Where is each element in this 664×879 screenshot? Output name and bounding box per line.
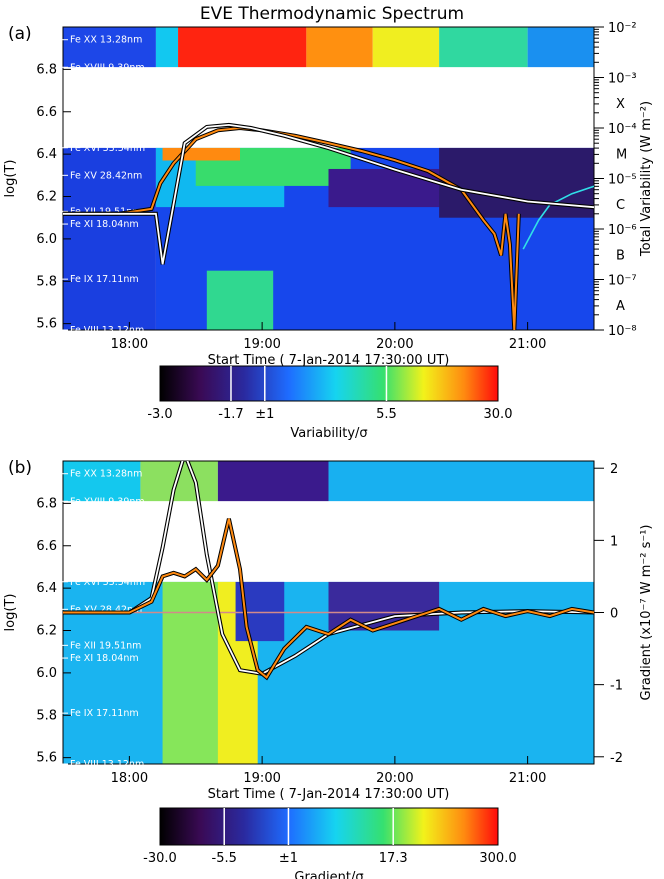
colorbar-tick-label: ±1 <box>279 851 298 866</box>
x-tick-label: 21:00 <box>509 771 546 786</box>
y-tick-label: 5.8 <box>36 708 57 723</box>
spectral-line-label: Fe XV 28.42nm <box>70 604 142 615</box>
spectral-line-label: Fe XVIII 9.39nm <box>70 62 145 73</box>
x-axis-label: Start Time ( 7-Jan-2014 17:30:00 UT) <box>208 353 450 368</box>
heatmap-cell <box>306 27 373 68</box>
goes-class-label: A <box>616 299 625 314</box>
heatmap-gap <box>63 67 594 148</box>
figure-title: EVE Thermodynamic Spectrum <box>200 4 464 24</box>
series-line <box>63 518 594 679</box>
right-axis-label: Total Variability (W m⁻²) <box>639 101 654 257</box>
heatmap-cell <box>63 147 156 330</box>
heatmap-cell <box>63 461 141 502</box>
colorbar-tick-label: -30.0 <box>143 851 177 866</box>
right-tick-label: -2 <box>610 751 623 766</box>
y-tick-label: 5.6 <box>36 751 57 766</box>
right-tick-label: 10⁻⁷ <box>608 274 637 289</box>
colorbar-label: Gradient/σ <box>294 870 363 879</box>
x-tick-label: 21:00 <box>509 337 546 352</box>
colorbar-tick-label: 17.3 <box>379 851 408 866</box>
x-tick-label: 18:00 <box>111 771 148 786</box>
y-tick-label: 6.6 <box>36 539 57 554</box>
goes-class-label: X <box>616 97 625 112</box>
y-tick-label: 6.0 <box>36 666 57 681</box>
spectral-line-label: Fe IX 17.11nm <box>70 274 139 285</box>
x-tick-label: 19:00 <box>243 337 280 352</box>
heatmap-cell <box>155 27 179 68</box>
y-tick-label: 6.4 <box>36 147 57 162</box>
goes-class-label: B <box>616 248 625 263</box>
right-tick-label: 10⁻² <box>608 21 637 36</box>
colorbar-tick-label: ±1 <box>255 407 274 422</box>
y-tick-label: 5.8 <box>36 274 57 289</box>
heatmap-cell <box>178 27 307 68</box>
y-axis-label: log(T) <box>3 160 18 198</box>
series-group <box>63 461 594 681</box>
y-tick-label: 6.4 <box>36 581 57 596</box>
colorbar-tick-label: -3.0 <box>147 407 172 422</box>
right-tick-label: 10⁻⁸ <box>608 324 637 339</box>
x-tick-label: 19:00 <box>243 771 280 786</box>
spectral-line-label: Fe VIII 13.12nm <box>70 325 144 336</box>
x-tick-label: 20:00 <box>376 337 413 352</box>
right-tick-label: 0 <box>610 607 618 622</box>
heatmap-gap <box>63 501 594 582</box>
goes-class-label: M <box>616 147 627 162</box>
spectral-line-label: Fe XVI 33.54nm <box>70 577 145 588</box>
spectral-line-label: Fe XI 18.04nm <box>70 219 139 230</box>
y-tick-label: 5.6 <box>36 317 57 332</box>
colorbar <box>159 365 499 402</box>
series-line <box>63 123 594 265</box>
heatmap-cell <box>372 27 440 68</box>
right-tick-label: 10⁻⁶ <box>608 223 637 238</box>
right-tick-label: -1 <box>610 679 623 694</box>
x-axis-label: Start Time ( 7-Jan-2014 17:30:00 UT) <box>208 787 450 802</box>
spectral-line-label: Fe VIII 13.12nm <box>70 759 144 770</box>
spectral-line-label: Fe XV 28.42nm <box>70 170 142 181</box>
colorbar-tick-label: 5.5 <box>376 407 397 422</box>
goes-class-label: C <box>616 198 625 213</box>
heatmap-cell <box>63 27 156 68</box>
y-tick-label: 6.2 <box>36 190 57 205</box>
y-tick-label: 6.8 <box>36 62 57 77</box>
spectral-line-label: Fe XVIII 9.39nm <box>70 496 145 507</box>
colorbar-label: Variability/σ <box>290 426 367 441</box>
spectral-line-label: Fe XII 19.51nm <box>70 640 141 651</box>
right-tick-label: 2 <box>610 462 618 477</box>
series-group <box>63 122 594 330</box>
y-tick-label: 6.6 <box>36 105 57 120</box>
colorbar-tick-label: 30.0 <box>484 407 513 422</box>
y-tick-label: 6.2 <box>36 624 57 639</box>
spectral-line-label: Fe XI 18.04nm <box>70 653 139 664</box>
y-axis-label: log(T) <box>3 594 18 632</box>
heatmap-cell <box>439 27 528 68</box>
heatmap-cell <box>162 147 240 161</box>
colorbar-tick-label: -5.5 <box>212 851 237 866</box>
right-tick-label: 10⁻³ <box>608 72 637 87</box>
right-tick-label: 1 <box>610 534 618 549</box>
colorbar-tick-label: 300.0 <box>479 851 516 866</box>
colorbar <box>159 807 499 846</box>
panel-label: (b) <box>8 458 32 478</box>
spectral-line-label: Fe XX 13.28nm <box>70 35 142 46</box>
heatmap-cell <box>527 27 594 68</box>
heatmap-cell <box>217 461 329 502</box>
heatmap-cell <box>328 461 594 502</box>
right-tick-label: 10⁻⁵ <box>608 173 637 188</box>
heatmap-cell <box>206 270 274 330</box>
spectral-line-label: Fe IX 17.11nm <box>70 708 139 719</box>
x-tick-label: 20:00 <box>376 771 413 786</box>
right-tick-label: 10⁻⁴ <box>608 122 637 137</box>
panel-label: (a) <box>8 24 32 44</box>
series-line <box>63 126 520 330</box>
y-tick-label: 6.0 <box>36 232 57 247</box>
x-tick-label: 18:00 <box>111 337 148 352</box>
colorbar-tick-label: -1.7 <box>218 407 243 422</box>
y-tick-label: 6.8 <box>36 496 57 511</box>
spectral-line-label: Fe XX 13.28nm <box>70 469 142 480</box>
right-axis-label: Gradient (x10⁻⁷ W m⁻² s⁻¹) <box>639 524 654 700</box>
spectral-line-label: Fe XVI 33.54nm <box>70 143 145 154</box>
